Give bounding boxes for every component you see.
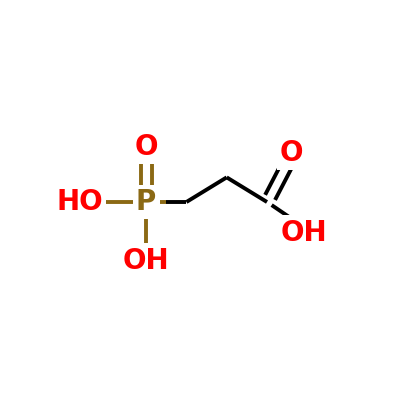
Text: OH: OH <box>123 246 170 274</box>
Text: P: P <box>136 188 156 216</box>
Text: O: O <box>280 139 304 167</box>
Text: HO: HO <box>56 188 103 216</box>
Text: O: O <box>134 132 158 160</box>
Text: OH: OH <box>281 219 328 247</box>
